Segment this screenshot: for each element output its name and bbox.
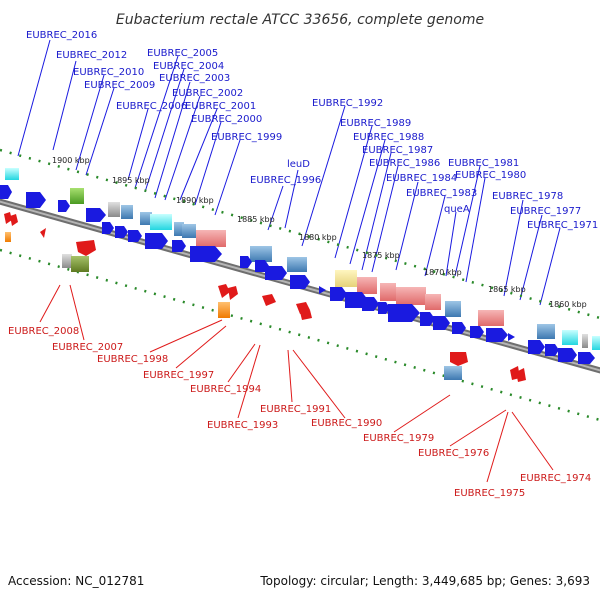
map-title: Eubacterium rectale ATCC 33656, complete… bbox=[116, 12, 484, 28]
top-gene-labels: EUBREC_2016 EUBREC_2012 EUBREC_2010 EUBR… bbox=[26, 30, 598, 231]
gene-label-EUBREC_1987: EUBREC_1987 bbox=[362, 145, 433, 156]
gene-label-EUBREC_2002: EUBREC_2002 bbox=[172, 88, 243, 99]
kbp-label-1895: 1895 kbp bbox=[112, 176, 150, 185]
gene-label-EUBREC_1975: EUBREC_1975 bbox=[454, 488, 525, 499]
topology-text: Topology: circular; Length: 3,449,685 bp… bbox=[260, 574, 590, 588]
gene-label-EUBREC_2006: EUBREC_2006 bbox=[116, 101, 187, 112]
bottom-gene-labels: EUBREC_2008 EUBREC_2007 EUBREC_1998 EUBR… bbox=[8, 326, 591, 499]
gene-label-EUBREC_1999: EUBREC_1999 bbox=[211, 132, 282, 143]
kbp-label-1870: 1870 kbp bbox=[424, 268, 462, 277]
gene-label-EUBREC_1990: EUBREC_1990 bbox=[311, 418, 382, 429]
gene-label-EUBREC_1974: EUBREC_1974 bbox=[520, 473, 591, 484]
gene-label-EUBREC_1984: EUBREC_1984 bbox=[386, 173, 457, 184]
gene-label-leuD: leuD bbox=[287, 159, 310, 170]
gene-label-EUBREC_1978: EUBREC_1978 bbox=[492, 191, 563, 202]
gene-label-queA: queA bbox=[444, 204, 470, 215]
gene-label-EUBREC_1979: EUBREC_1979 bbox=[363, 433, 434, 444]
gene-label-EUBREC_1988: EUBREC_1988 bbox=[353, 132, 424, 143]
gene-label-EUBREC_2001: EUBREC_2001 bbox=[185, 101, 256, 112]
gene-label-EUBREC_1997: EUBREC_1997 bbox=[143, 370, 214, 381]
forward-strand-features bbox=[0, 168, 600, 364]
gene-label-EUBREC_2007: EUBREC_2007 bbox=[52, 342, 123, 353]
gene-label-EUBREC_1981: EUBREC_1981 bbox=[448, 158, 519, 169]
gene-label-EUBREC_2008: EUBREC_2008 bbox=[8, 326, 79, 337]
gene-label-EUBREC_2003: EUBREC_2003 bbox=[159, 73, 230, 84]
tick-tracks bbox=[0, 148, 600, 422]
gene-label-EUBREC_2005: EUBREC_2005 bbox=[147, 48, 218, 59]
kbp-label-1885: 1885 kbp bbox=[237, 215, 275, 224]
gene-label-EUBREC_1986: EUBREC_1986 bbox=[369, 158, 440, 169]
gene-label-EUBREC_1996: EUBREC_1996 bbox=[250, 175, 321, 186]
kbp-label-1880: 1880 kbp bbox=[299, 233, 337, 242]
kbp-label-1860: 1860 kbp bbox=[549, 300, 587, 309]
gene-label-EUBREC_2009: EUBREC_2009 bbox=[84, 80, 155, 91]
top-leader-lines bbox=[17, 39, 561, 306]
gene-label-EUBREC_2016: EUBREC_2016 bbox=[26, 30, 97, 41]
kbp-label-1875: 1875 kbp bbox=[362, 251, 400, 260]
gene-label-EUBREC_2012: EUBREC_2012 bbox=[56, 50, 127, 61]
gene-label-EUBREC_1989: EUBREC_1989 bbox=[340, 118, 411, 129]
kbp-label-1900: 1900 kbp bbox=[52, 156, 90, 165]
gene-label-EUBREC_2010: EUBREC_2010 bbox=[73, 67, 144, 78]
gene-label-EUBREC_1977: EUBREC_1977 bbox=[510, 206, 581, 217]
gene-label-EUBREC_1976: EUBREC_1976 bbox=[418, 448, 489, 459]
gene-label-EUBREC_1992: EUBREC_1992 bbox=[312, 98, 383, 109]
bottom-leader-lines bbox=[39, 284, 554, 483]
kbp-label-1890: 1890 kbp bbox=[176, 196, 214, 205]
gene-label-EUBREC_1994: EUBREC_1994 bbox=[190, 384, 261, 395]
reverse-strand-features bbox=[4, 212, 526, 382]
accession-text: Accession: NC_012781 bbox=[8, 574, 145, 588]
gene-label-EUBREC_2004: EUBREC_2004 bbox=[153, 61, 224, 72]
gene-label-EUBREC_2000: EUBREC_2000 bbox=[191, 114, 262, 125]
gene-label-EUBREC_1993: EUBREC_1993 bbox=[207, 420, 278, 431]
gene-label-EUBREC_1983: EUBREC_1983 bbox=[406, 188, 477, 199]
gene-label-EUBREC_1998: EUBREC_1998 bbox=[97, 354, 168, 365]
gene-label-EUBREC_1991: EUBREC_1991 bbox=[260, 404, 331, 415]
gene-label-EUBREC_1980: EUBREC_1980 bbox=[455, 170, 526, 181]
kbp-label-1865: 1865 kbp bbox=[488, 285, 526, 294]
gene-label-EUBREC_1971: EUBREC_1971 bbox=[527, 220, 598, 231]
